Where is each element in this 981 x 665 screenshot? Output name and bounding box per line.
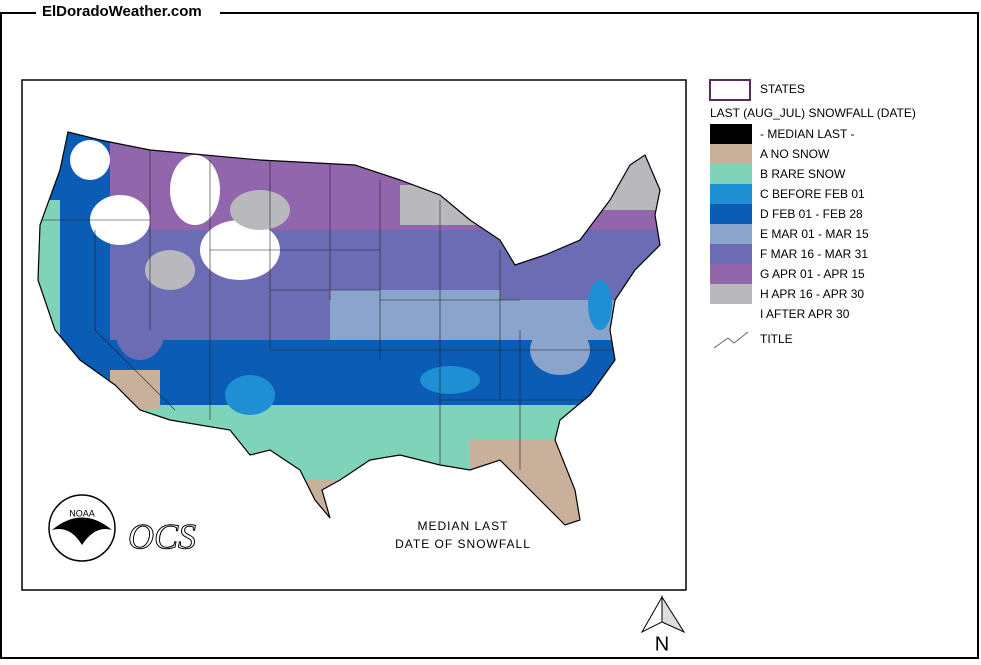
zone bbox=[230, 190, 290, 230]
legend-swatch bbox=[710, 204, 752, 224]
zone bbox=[420, 366, 480, 394]
compass-label: N bbox=[655, 633, 669, 655]
us-outline bbox=[37, 131, 661, 526]
arrow-left bbox=[640, 595, 663, 634]
zone bbox=[225, 375, 275, 415]
legend-swatch bbox=[710, 244, 752, 264]
legend-swatch bbox=[710, 164, 752, 184]
legend-label: B RARE SNOW bbox=[760, 167, 846, 181]
legend-swatch bbox=[710, 264, 752, 284]
zone bbox=[588, 280, 612, 330]
state-lines bbox=[40, 150, 615, 470]
zone bbox=[385, 300, 455, 340]
legend-label: D FEB 01 - FEB 28 bbox=[760, 207, 863, 221]
legend-label: A NO SNOW bbox=[760, 147, 830, 161]
noaa-text: NOAA bbox=[69, 508, 95, 518]
legend-label: G APR 01 - APR 15 bbox=[760, 267, 865, 281]
legend-line: TITLE bbox=[760, 332, 793, 346]
legend-title: LAST (AUG_JUL) SNOWFALL (DATE) bbox=[710, 106, 916, 120]
legend-swatch bbox=[710, 184, 752, 204]
header-bg bbox=[36, 2, 220, 22]
legend-swatch bbox=[710, 144, 752, 164]
legend-swatch bbox=[710, 284, 752, 304]
zone bbox=[145, 250, 195, 290]
states-swatch bbox=[709, 79, 751, 101]
map-caption: MEDIAN LAST bbox=[417, 519, 508, 533]
outer-frame bbox=[0, 12, 979, 659]
legend: STATES LAST (AUG_JUL) SNOWFALL (DATE) TI… bbox=[709, 79, 916, 349]
zone bbox=[170, 155, 220, 225]
legend-swatch bbox=[710, 224, 752, 244]
noaa-logo: NOAA bbox=[48, 494, 116, 562]
zone bbox=[70, 140, 110, 180]
title-line-icon bbox=[713, 331, 749, 349]
legend-states: STATES bbox=[760, 82, 805, 96]
legend-swatch bbox=[710, 124, 752, 144]
legend-label: - MEDIAN LAST - bbox=[760, 127, 854, 141]
map-caption: DATE OF SNOWFALL bbox=[395, 537, 531, 551]
noaa-bird bbox=[52, 517, 112, 545]
legend-label: E MAR 01 - MAR 15 bbox=[760, 227, 869, 241]
legend-swatch bbox=[710, 304, 752, 324]
arrow-right bbox=[661, 595, 686, 634]
site-title: ElDoradoWeather.com bbox=[42, 3, 202, 20]
legend-label: I AFTER APR 30 bbox=[760, 307, 850, 321]
legend-label: C BEFORE FEB 01 bbox=[760, 187, 865, 201]
zone bbox=[115, 300, 165, 360]
legend-label: H APR 16 - APR 30 bbox=[760, 287, 864, 301]
legend-label: F MAR 16 - MAR 31 bbox=[760, 247, 868, 261]
north-arrow: N bbox=[640, 595, 686, 655]
ocs-logo: OCS bbox=[128, 516, 196, 556]
